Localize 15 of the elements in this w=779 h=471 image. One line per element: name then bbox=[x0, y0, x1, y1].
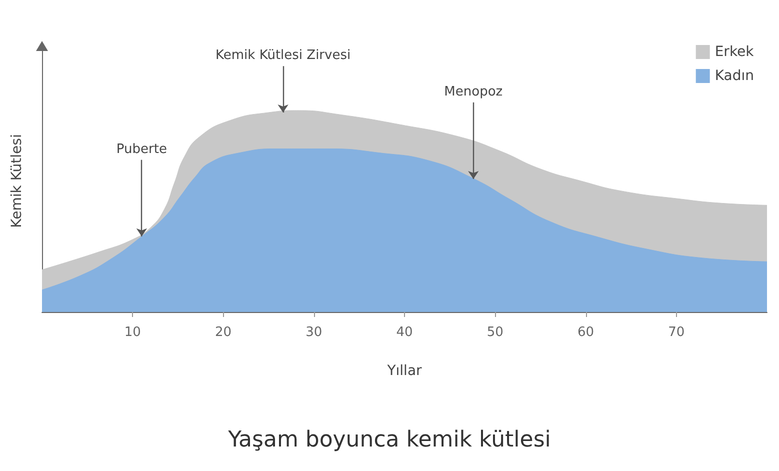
annotation: Menopoz bbox=[444, 84, 503, 100]
x-tick-label: 60 bbox=[577, 325, 594, 340]
x-axis-title: Yıllar bbox=[386, 363, 422, 379]
legend-label: Erkek bbox=[714, 44, 755, 60]
x-tick-label: 70 bbox=[668, 325, 685, 340]
annotation: Kemik Kütlesi Zirvesi bbox=[216, 48, 351, 64]
annotation: Puberte bbox=[116, 142, 167, 157]
x-tick-label: 40 bbox=[396, 325, 413, 340]
x-tick-label: 10 bbox=[124, 325, 141, 340]
x-tick-label: 30 bbox=[306, 325, 322, 340]
text: Yaşam boyunca kemik kütlesi bbox=[227, 428, 551, 452]
x-tick-label: 50 bbox=[486, 325, 504, 340]
y-axis-title: Kemik Kütlesi bbox=[9, 134, 25, 228]
x-tick-label: 20 bbox=[214, 325, 232, 340]
legend-label: Kadın bbox=[714, 68, 754, 84]
